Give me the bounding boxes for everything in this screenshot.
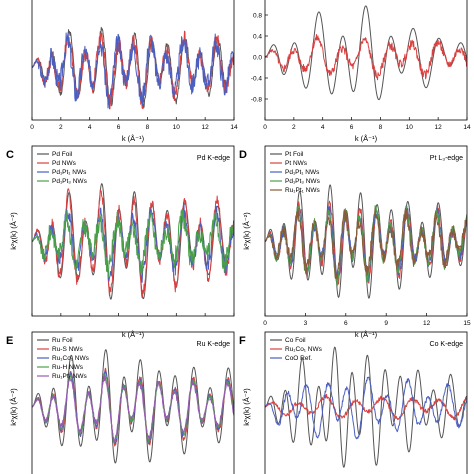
x-tick-label: 6: [117, 124, 121, 131]
y-tick-label: 0.0: [253, 54, 262, 61]
panel-b: 0 2 4 6 8 10 12 14 0.8 0.4 0.0 -0.4 -0.8 k (Å⁻¹): [251, 0, 471, 143]
plot-frame: [31, 0, 235, 121]
x-axis-label: k (Å⁻¹): [355, 330, 378, 339]
panel-c: k (Å⁻¹) k²χ(k) (Å⁻²) C Pd K-edge Pd Foil Pd N…: [6, 145, 235, 339]
legend-entry: Pd₁Pt₃ NWs: [285, 178, 321, 185]
x-tick-label: 2: [292, 124, 296, 131]
series-group: [32, 183, 234, 300]
series-group: [265, 184, 467, 299]
x-axis-label: k (Å⁻¹): [122, 134, 145, 143]
x-tick-label: 8: [379, 124, 383, 131]
x-tick-label: 15: [463, 320, 471, 327]
x-tick-label: 4: [88, 124, 92, 131]
plot-frame: [31, 145, 235, 317]
series-line: [265, 207, 467, 280]
x-tick-label: 8: [146, 124, 150, 131]
x-tick-label: 6: [344, 320, 348, 327]
y-axis-label: k²χ(k) (Å⁻²): [242, 212, 251, 250]
y-tick-label: -0.4: [251, 75, 263, 82]
series-line: [265, 33, 467, 81]
series-line: [265, 5, 467, 101]
y-tick-label: 0.4: [253, 33, 262, 40]
x-axis-label: k (Å⁻¹): [355, 134, 378, 143]
series-group: [265, 5, 467, 101]
legend-entry: Pd Foil: [52, 151, 73, 158]
x-tick-label: 12: [423, 320, 431, 327]
y-axis-label: k²χ(k) (Å⁻²): [242, 388, 251, 426]
series-line: [265, 346, 467, 468]
panel-d: 0 3 6 9 12 15 k (Å⁻¹) k²χ(k) (Å⁻²) D Pt L₃-edge Pt…: [239, 145, 471, 339]
series-group: [265, 346, 467, 468]
x-axis-label: k (Å⁻¹): [122, 330, 145, 339]
series-group: [32, 26, 234, 110]
legend-entry: Co Foil: [285, 337, 306, 344]
legend-entry: Ru₁Pt₁ NWs: [52, 373, 87, 380]
series-line: [265, 393, 467, 421]
legend-entry: Pd₁Pt₃ NWs: [52, 178, 88, 185]
series-line: [265, 376, 467, 440]
x-tick-label: 12: [202, 124, 210, 131]
edge-label: Pd K-edge: [197, 155, 230, 162]
panel-letter: F: [239, 335, 246, 347]
y-axis-label: k²χ(k) (Å⁻²): [9, 388, 18, 426]
panel-a: 0 2 4 6 8 10 12 14 k (Å⁻¹): [30, 0, 238, 143]
y-tick-label: 0.8: [253, 12, 262, 19]
panel-e: k²χ(k) (Å⁻²) E Ru K-edge Ru Foil Ru-S NWs Ru₁…: [6, 331, 235, 474]
legend-entry: Pt Foil: [285, 151, 304, 158]
legend-entry: CoO Ref.: [285, 355, 312, 362]
series-line: [32, 370, 234, 445]
panel-f: k²χ(k) (Å⁻²) F Co K-edge Co Foil Ru₁Co₁ NWs C…: [239, 331, 468, 474]
x-tick-label: 14: [463, 124, 471, 131]
legend-entry: Ru₁Pt₁ NWs: [285, 187, 320, 194]
series-line: [32, 32, 234, 110]
x-tick-label: 6: [350, 124, 354, 131]
legend-entry: Ru₁Co₁ NWs: [52, 355, 90, 362]
edge-label: Co K-edge: [430, 341, 464, 348]
x-tick-label: 10: [173, 124, 181, 131]
x-tick-label: 3: [304, 320, 308, 327]
edge-label: Ru K-edge: [197, 341, 231, 348]
panel-letter: E: [6, 335, 13, 347]
legend-entry: Pd₁Pt₁ NWs: [52, 169, 87, 176]
series-line: [32, 375, 234, 443]
x-tick-label: 9: [384, 320, 388, 327]
legend-entry: Ru-S NWs: [52, 346, 83, 353]
panel-letter: C: [6, 149, 14, 161]
x-tick-label: 2: [59, 124, 63, 131]
legend-entry: Pt NWs: [285, 160, 308, 167]
x-tick-label: 0: [30, 124, 34, 131]
legend-entry: Ru-H NWs: [52, 364, 84, 371]
x-tick-label: 14: [230, 124, 238, 131]
x-tick-label: 4: [321, 124, 325, 131]
y-tick-label: -0.8: [251, 96, 263, 103]
x-tick-label: 0: [263, 124, 267, 131]
x-tick-label: 10: [406, 124, 414, 131]
x-tick-label: 0: [263, 320, 267, 327]
legend-entry: Ru Foil: [52, 337, 73, 344]
plot-frame: [264, 145, 468, 317]
legend-entry: Pd₁Pt₁ NWs: [285, 169, 320, 176]
y-axis-label: k²χ(k) (Å⁻²): [9, 212, 18, 250]
plot-frame: [31, 331, 235, 474]
series-group: [32, 349, 234, 464]
edge-label: Pt L₃-edge: [430, 155, 463, 162]
panel-letter: D: [239, 149, 247, 161]
plot-frame: [264, 331, 468, 474]
plot-frame: [264, 0, 468, 121]
legend-entry: Ru₁Co₁ NWs: [285, 346, 323, 353]
x-tick-label: 12: [435, 124, 443, 131]
series-line: [32, 208, 234, 278]
legend-entry: Pd NWs: [52, 160, 77, 167]
